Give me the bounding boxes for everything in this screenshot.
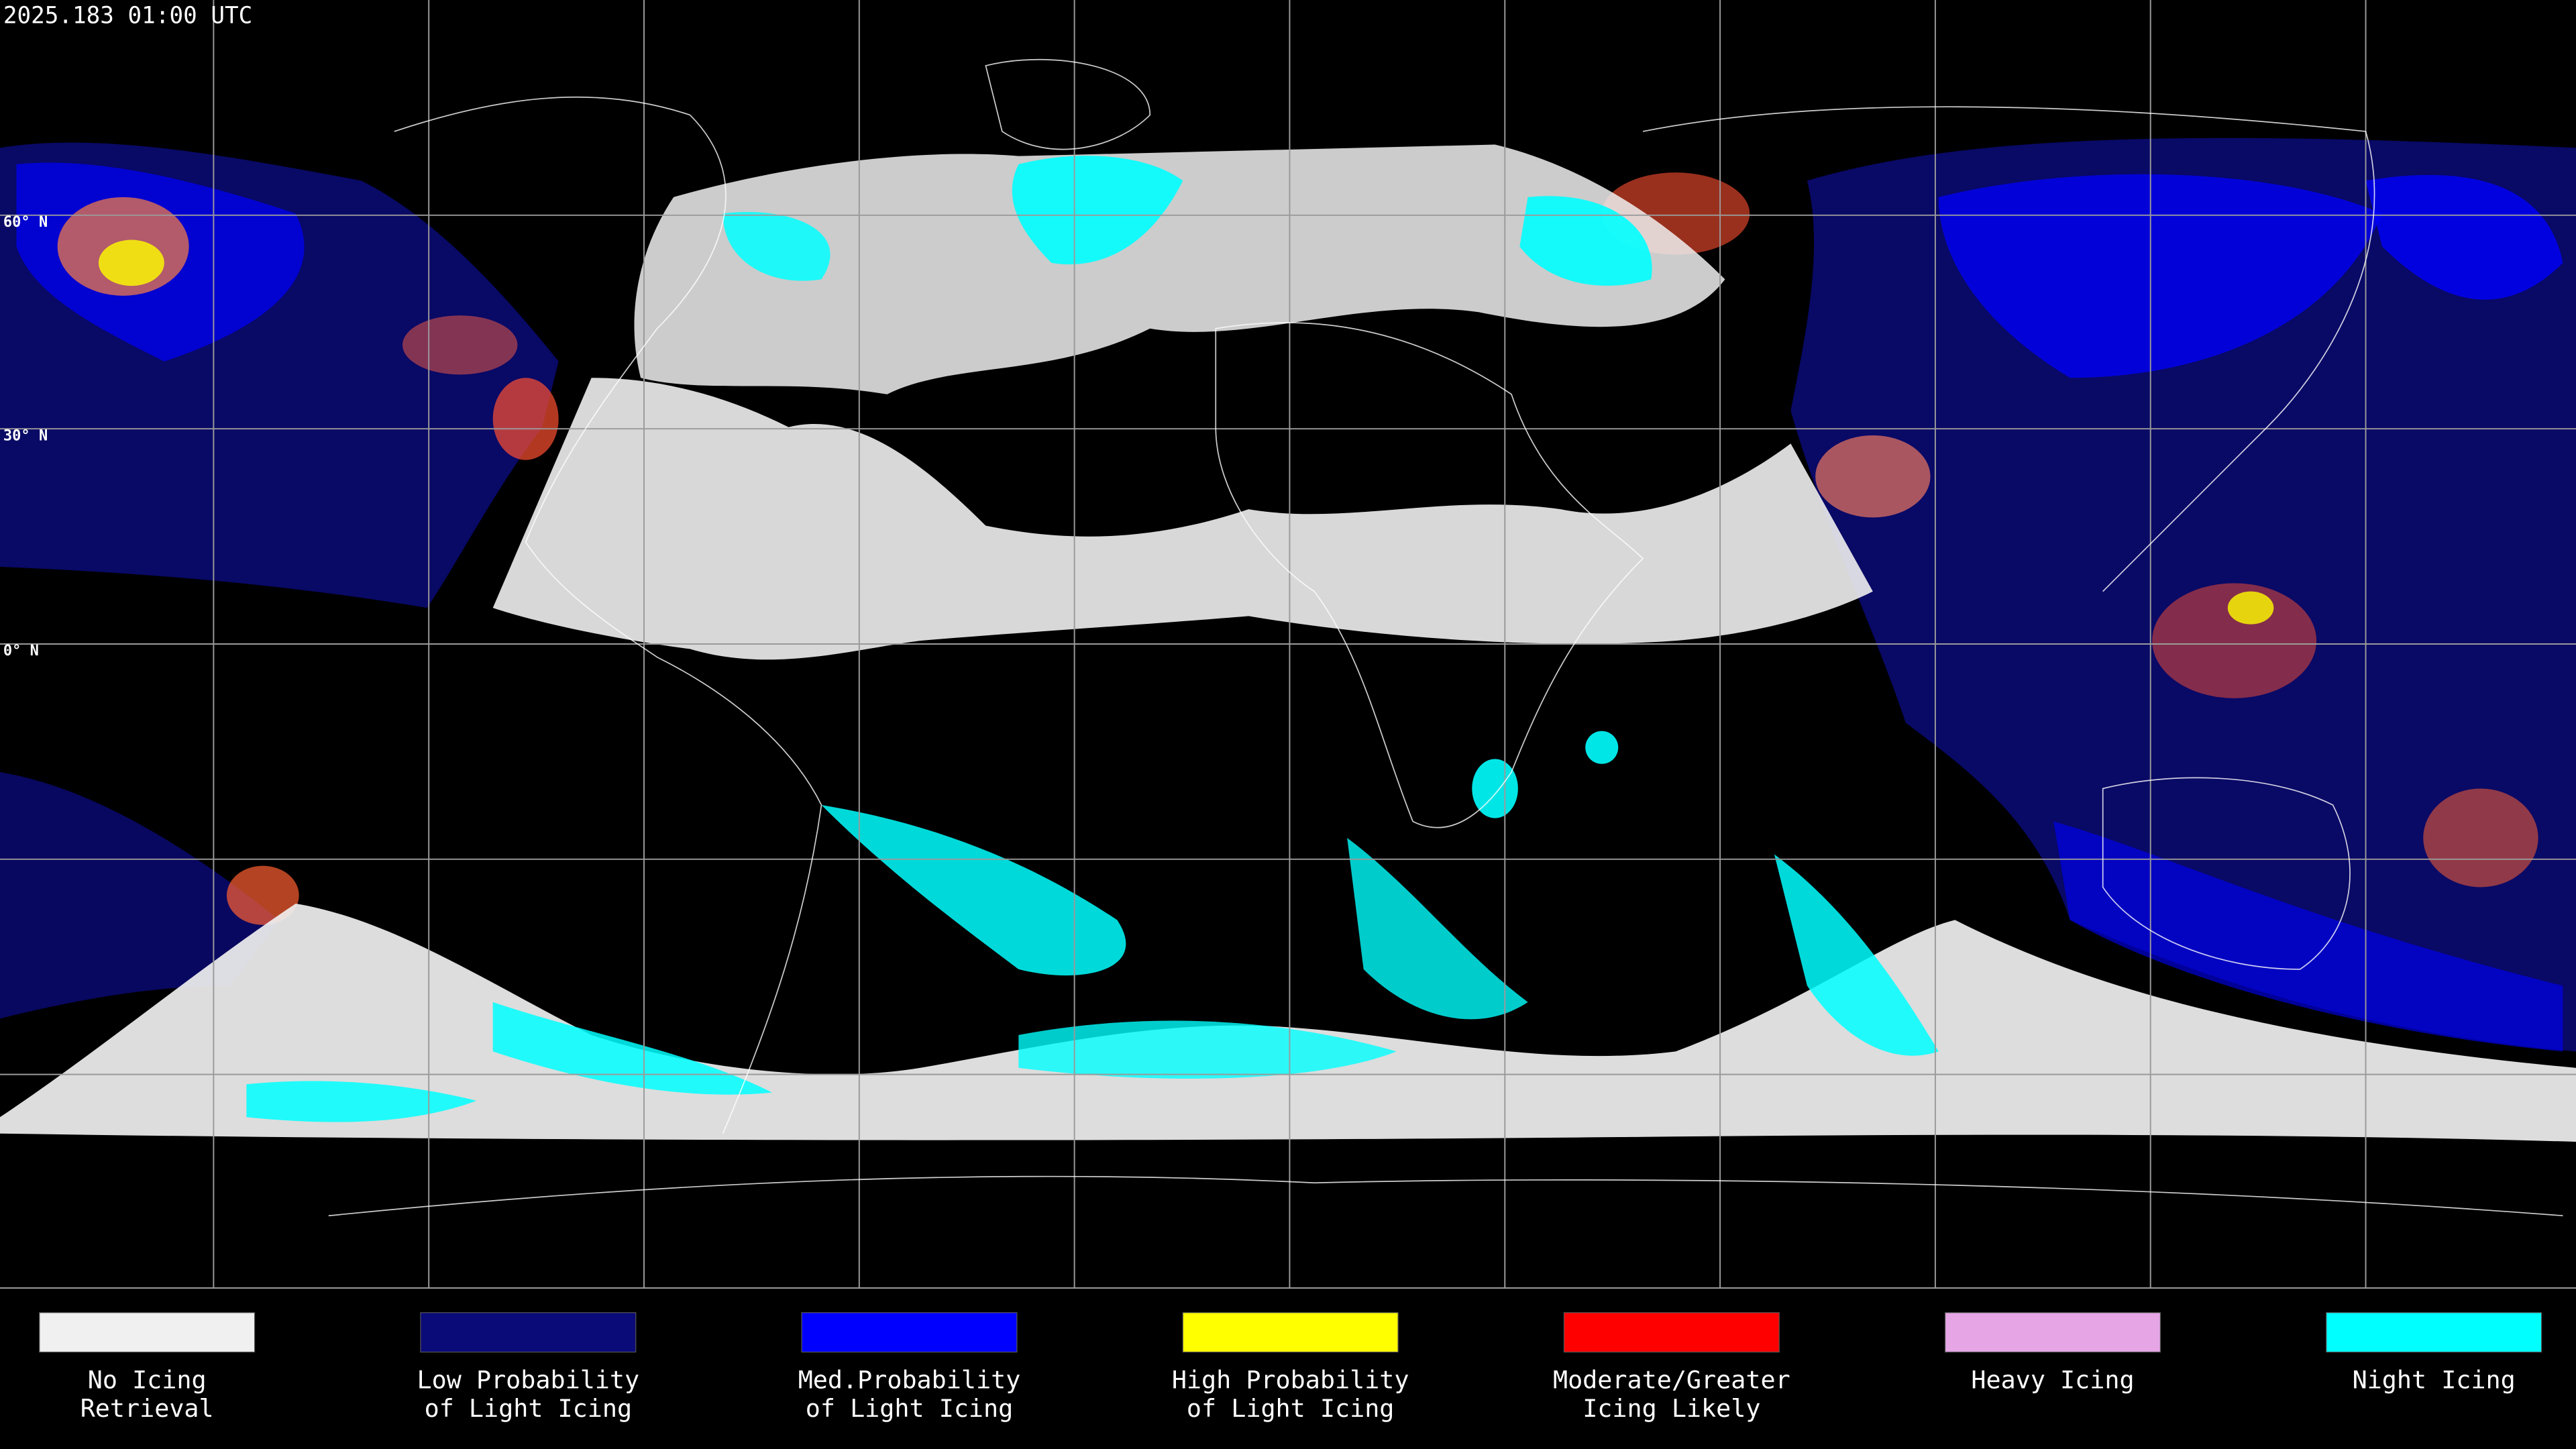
legend-swatch xyxy=(1563,1312,1780,1353)
asia-pacific-icing xyxy=(1601,138,2576,1052)
pacific-east-icing xyxy=(0,142,559,1019)
legend-label: Med.Probability xyxy=(798,1365,1021,1394)
night-icing xyxy=(246,156,1939,1122)
coastlines xyxy=(328,59,2563,1217)
latitude-labels: 60° N 30° N 0° N xyxy=(3,214,48,659)
legend-label: of Light Icing xyxy=(425,1394,633,1423)
legend-label: No Icing xyxy=(88,1365,207,1394)
legend-label: Heavy Icing xyxy=(1971,1365,2134,1394)
legend-label: Night Icing xyxy=(2353,1365,2516,1394)
legend-label: High Probability xyxy=(1172,1365,1409,1394)
legend-swatch xyxy=(39,1312,256,1353)
latitude-label: 0° N xyxy=(3,643,39,659)
legend-swatch xyxy=(420,1312,637,1353)
latitude-label: 30° N xyxy=(3,427,48,444)
legend-swatch xyxy=(2326,1312,2542,1353)
graticule xyxy=(0,0,2576,1289)
legend-swatch xyxy=(1944,1312,2161,1353)
legend-label: Icing Likely xyxy=(1582,1394,1760,1423)
legend-label: Retrieval xyxy=(80,1394,214,1423)
legend-label: of Light Icing xyxy=(1187,1394,1395,1423)
timestamp: 2025.183 01:00 UTC xyxy=(3,2,252,29)
legend-label: of Light Icing xyxy=(806,1394,1013,1423)
legend-swatch xyxy=(801,1312,1018,1353)
map xyxy=(0,0,2576,1289)
legend-label: Low Probability xyxy=(417,1365,640,1394)
legend-swatch xyxy=(1182,1312,1399,1353)
legend-label: Moderate/Greater xyxy=(1553,1365,1790,1394)
latitude-label: 60° N xyxy=(3,214,48,231)
